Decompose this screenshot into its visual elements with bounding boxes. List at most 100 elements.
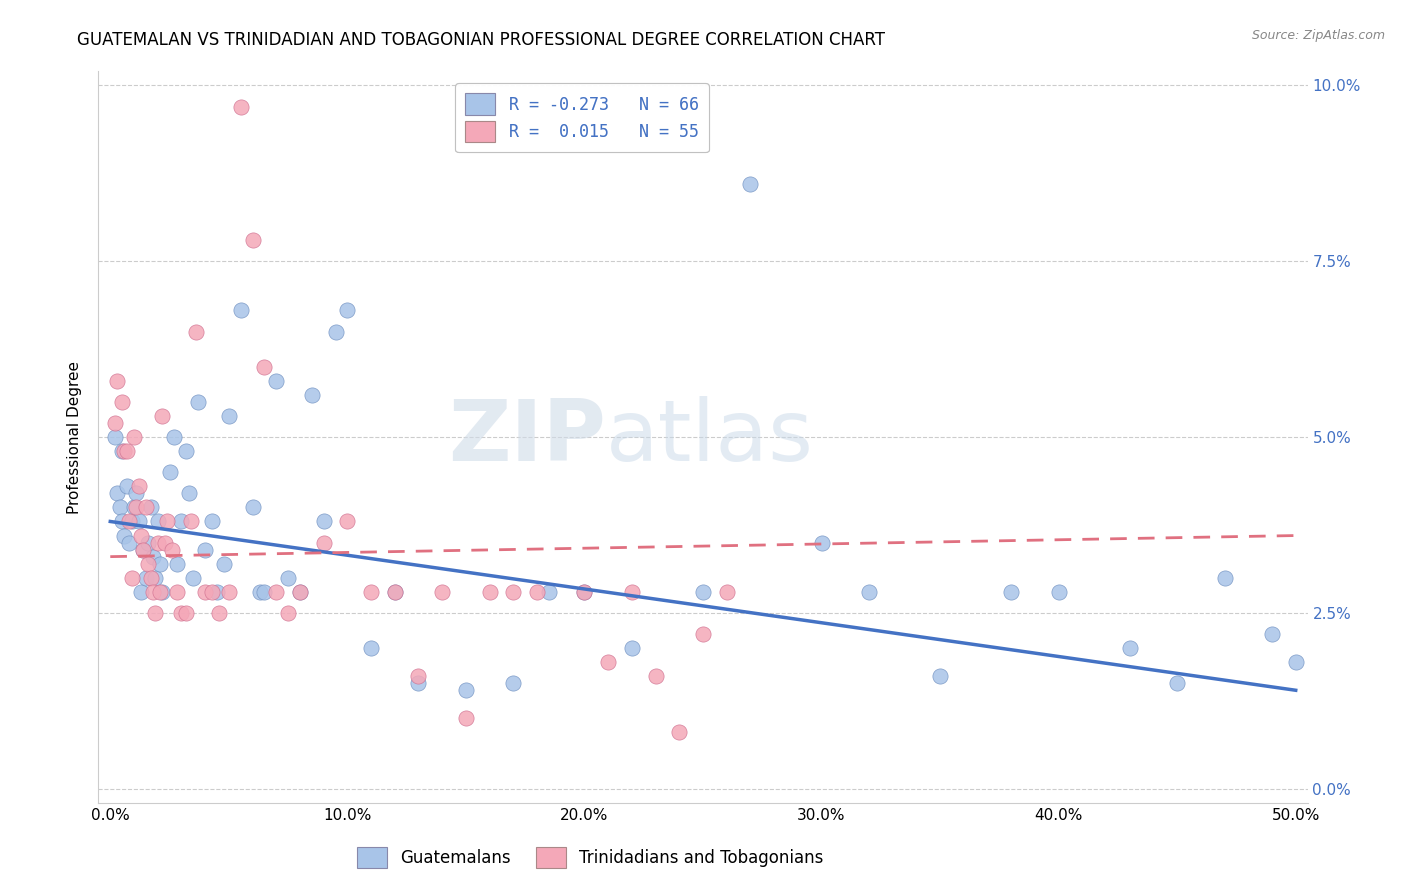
Point — [142, 549, 165, 564]
Point — [177, 486, 200, 500]
Point — [620, 641, 643, 656]
Point — [277, 606, 299, 620]
Point — [288, 584, 311, 599]
Point — [128, 479, 150, 493]
Point — [143, 571, 166, 585]
Point — [537, 584, 560, 599]
Point — [668, 725, 690, 739]
Point — [105, 486, 128, 500]
Point — [136, 557, 159, 571]
Point — [205, 584, 228, 599]
Point — [644, 669, 666, 683]
Point — [121, 571, 143, 585]
Point — [692, 584, 714, 599]
Point — [108, 500, 131, 515]
Point — [312, 515, 335, 529]
Point — [229, 303, 252, 318]
Point — [264, 584, 287, 599]
Point — [229, 99, 252, 113]
Point — [149, 584, 172, 599]
Point — [132, 542, 155, 557]
Point — [1166, 676, 1188, 690]
Point — [1119, 641, 1142, 656]
Point — [208, 606, 231, 620]
Legend: Guatemalans, Trinidadians and Tobagonians: Guatemalans, Trinidadians and Tobagonian… — [350, 840, 831, 875]
Point — [454, 683, 477, 698]
Point — [1047, 584, 1070, 599]
Point — [249, 584, 271, 599]
Point — [454, 711, 477, 725]
Point — [129, 528, 152, 542]
Point — [153, 535, 176, 549]
Point — [142, 584, 165, 599]
Point — [184, 325, 207, 339]
Point — [384, 584, 406, 599]
Point — [620, 584, 643, 599]
Point — [132, 542, 155, 557]
Point — [135, 571, 157, 585]
Point — [253, 584, 276, 599]
Point — [146, 535, 169, 549]
Point — [139, 571, 162, 585]
Point — [1261, 627, 1284, 641]
Point — [194, 584, 217, 599]
Point — [929, 669, 952, 683]
Point — [163, 430, 186, 444]
Point — [187, 395, 209, 409]
Point — [146, 515, 169, 529]
Point — [115, 444, 138, 458]
Point — [1285, 655, 1308, 669]
Point — [159, 465, 181, 479]
Point — [218, 409, 240, 423]
Point — [218, 584, 240, 599]
Text: atlas: atlas — [606, 395, 814, 479]
Point — [360, 584, 382, 599]
Point — [139, 500, 162, 515]
Point — [174, 606, 197, 620]
Point — [598, 655, 620, 669]
Point — [128, 515, 150, 529]
Point — [201, 584, 224, 599]
Point — [810, 535, 832, 549]
Point — [170, 515, 193, 529]
Point — [201, 515, 224, 529]
Point — [408, 669, 430, 683]
Point — [336, 303, 359, 318]
Point — [149, 557, 172, 571]
Point — [170, 606, 193, 620]
Point — [125, 500, 148, 515]
Point — [574, 584, 596, 599]
Point — [574, 584, 596, 599]
Point — [194, 542, 217, 557]
Point — [105, 374, 128, 388]
Point — [1000, 584, 1022, 599]
Point — [114, 444, 136, 458]
Point — [408, 676, 430, 690]
Point — [212, 557, 235, 571]
Point — [111, 395, 134, 409]
Point — [740, 177, 762, 191]
Point — [181, 571, 204, 585]
Point — [118, 535, 141, 549]
Point — [166, 557, 188, 571]
Point — [277, 571, 299, 585]
Point — [264, 374, 287, 388]
Text: GUATEMALAN VS TRINIDADIAN AND TOBAGONIAN PROFESSIONAL DEGREE CORRELATION CHART: GUATEMALAN VS TRINIDADIAN AND TOBAGONIAN… — [77, 31, 886, 49]
Point — [114, 528, 136, 542]
Point — [136, 535, 159, 549]
Point — [143, 606, 166, 620]
Point — [242, 500, 264, 515]
Point — [152, 409, 174, 423]
Point — [360, 641, 382, 656]
Point — [135, 500, 157, 515]
Point — [478, 584, 501, 599]
Point — [156, 515, 179, 529]
Point — [526, 584, 548, 599]
Point — [336, 515, 359, 529]
Point — [174, 444, 197, 458]
Point — [288, 584, 311, 599]
Point — [104, 430, 127, 444]
Legend: R = -0.273   N = 66, R =  0.015   N = 55: R = -0.273 N = 66, R = 0.015 N = 55 — [456, 83, 709, 152]
Point — [253, 359, 276, 374]
Point — [118, 515, 141, 529]
